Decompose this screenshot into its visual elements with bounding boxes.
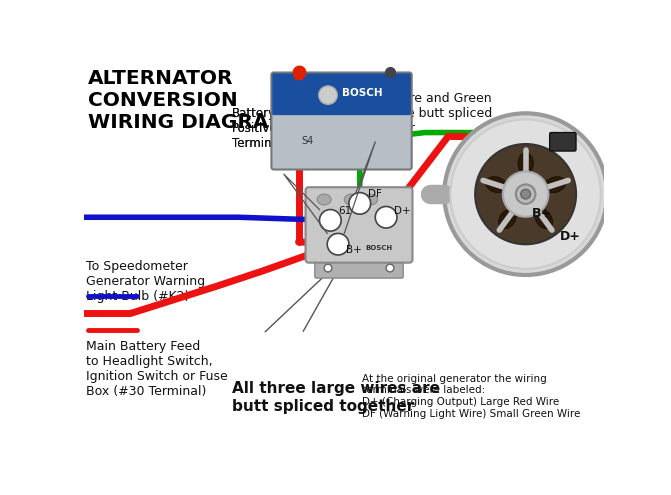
Text: ALTERNATOR
CONVERSION
WIRING DIAGRAM: ALTERNATOR CONVERSION WIRING DIAGRAM xyxy=(88,69,289,132)
Ellipse shape xyxy=(544,177,566,193)
Text: B+: B+ xyxy=(532,207,552,220)
Circle shape xyxy=(503,171,548,217)
FancyBboxPatch shape xyxy=(305,187,413,263)
Circle shape xyxy=(324,264,332,272)
Ellipse shape xyxy=(518,152,533,174)
Text: S4: S4 xyxy=(301,136,314,147)
Text: B+: B+ xyxy=(346,245,362,255)
Circle shape xyxy=(521,189,531,199)
Text: BOSCH: BOSCH xyxy=(366,245,393,251)
Text: Main Battery Feed
to Headlight Switch,
Ignition Switch or Fuse
Box (#30 Terminal: Main Battery Feed to Headlight Switch, I… xyxy=(87,340,228,397)
Text: All three large wires are
butt spliced together: All three large wires are butt spliced t… xyxy=(232,382,440,414)
Text: D+: D+ xyxy=(560,230,581,243)
Circle shape xyxy=(516,185,535,204)
Text: Battery
Positive
Terminal: Battery Positive Terminal xyxy=(232,107,282,150)
Circle shape xyxy=(475,144,576,244)
Text: Blue Wire and Green
Wire are butt spliced
together: Blue Wire and Green Wire are butt splice… xyxy=(362,92,493,135)
Text: D+: D+ xyxy=(394,206,411,216)
Text: To Speedometer
Generator Warning
Light Bulb (#K2): To Speedometer Generator Warning Light B… xyxy=(87,259,205,302)
Ellipse shape xyxy=(535,209,553,229)
Circle shape xyxy=(319,86,338,104)
Circle shape xyxy=(375,206,397,228)
Text: DF: DF xyxy=(368,189,381,199)
Text: Battery
Positive
Terminal: Battery Positive Terminal xyxy=(232,107,282,150)
Text: BOSCH: BOSCH xyxy=(342,88,382,99)
Text: At the original generator the wiring
terminals were labeled:
D+ (Charging Output: At the original generator the wiring ter… xyxy=(362,374,580,419)
FancyBboxPatch shape xyxy=(272,73,411,115)
Ellipse shape xyxy=(317,194,331,205)
Ellipse shape xyxy=(344,194,358,205)
Circle shape xyxy=(450,119,601,269)
Ellipse shape xyxy=(499,209,517,229)
FancyBboxPatch shape xyxy=(315,258,403,278)
Circle shape xyxy=(327,234,349,255)
Text: 61: 61 xyxy=(338,206,352,216)
FancyBboxPatch shape xyxy=(272,72,412,169)
Circle shape xyxy=(319,209,341,231)
Circle shape xyxy=(349,193,370,214)
Ellipse shape xyxy=(486,177,507,193)
Ellipse shape xyxy=(364,194,378,205)
FancyBboxPatch shape xyxy=(550,133,576,151)
Circle shape xyxy=(386,264,394,272)
Circle shape xyxy=(444,113,607,275)
